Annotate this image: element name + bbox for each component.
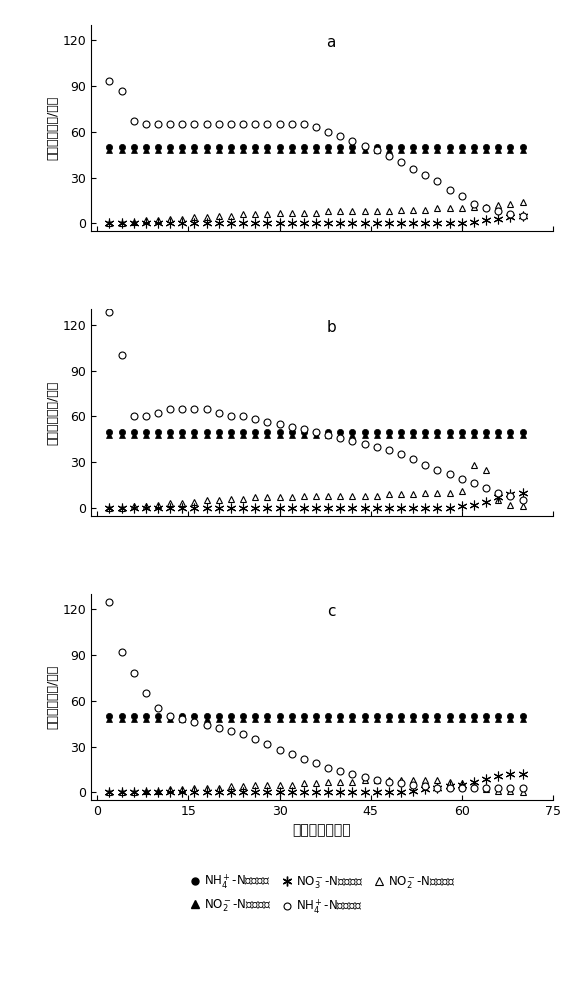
Text: a: a xyxy=(327,35,336,50)
Y-axis label: 氮浓度（毫克/升）: 氮浓度（毫克/升） xyxy=(47,96,60,160)
Y-axis label: 氮浓度（毫克/升）: 氮浓度（毫克/升） xyxy=(47,380,60,445)
X-axis label: 培养时间（天）: 培养时间（天） xyxy=(293,823,351,837)
Y-axis label: 氮浓度（毫克/升）: 氮浓度（毫克/升） xyxy=(47,665,60,729)
Text: b: b xyxy=(327,320,336,335)
Text: c: c xyxy=(327,604,336,619)
Legend: NH$_4^+$-N（进水）, NO$_2^-$-N（进水）, NO$_3^-$-N（出水）, NH$_4^+$-N（出水）, NO$_2^-$-N（出水）: NH$_4^+$-N（进水）, NO$_2^-$-N（进水）, NO$_3^-$… xyxy=(184,868,460,920)
